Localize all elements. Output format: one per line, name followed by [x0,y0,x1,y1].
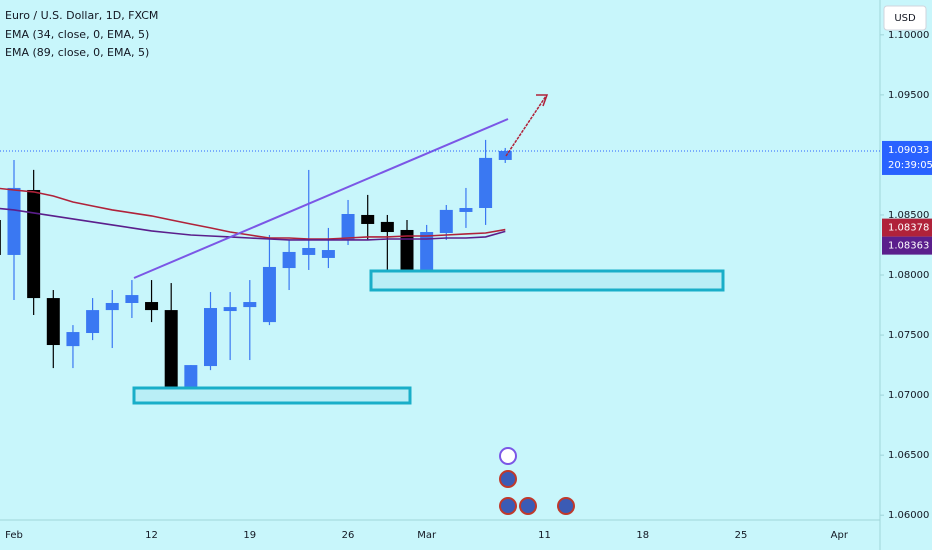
candle-body [380,221,394,233]
y-tick-label: 1.07500 [888,330,929,341]
candle-body [164,310,178,388]
ema-badge [882,218,932,237]
x-tick-label: Mar [417,530,437,541]
support-zone [369,269,725,292]
legend-entry: EMA (34, close, 0, EMA, 5) [5,28,149,41]
y-tick-label: 1.08000 [888,270,929,281]
candle-body [341,214,355,240]
ema-badge [882,236,932,255]
projection-arrow [505,95,547,157]
candle-body [145,302,159,311]
candle-body [105,302,119,311]
ema-line [0,187,506,240]
plot-area [0,139,512,398]
y-tick-label: 1.06500 [888,450,929,461]
candle-body [321,250,335,258]
legend-entry: EMA (89, close, 0, EMA, 5) [5,46,149,59]
y-tick-label: 1.09500 [888,90,929,101]
x-tick-label: Feb [5,530,23,541]
candle-body [262,266,276,323]
event-icon [499,470,517,488]
x-tick-label: 26 [342,530,355,541]
x-tick-label: 12 [145,530,158,541]
candle-body [459,208,473,212]
event-icons [499,447,575,515]
candle-body [498,150,512,160]
x-tick-label: Apr [831,530,849,541]
candle-body [86,310,100,334]
candle-body [302,247,316,255]
currency-label[interactable]: USD [894,13,916,24]
x-tick-label: 18 [636,530,649,541]
chart-title: Euro / U.S. Dollar, 1D, FXCM [5,9,158,22]
event-icon [499,447,517,465]
candle-body [243,302,257,308]
support-zone [132,386,412,405]
ema-label: 1.08378 [888,223,929,234]
y-tick-label: 1.07000 [888,390,929,401]
event-icon [499,497,517,515]
candle-body [282,251,296,269]
candle-body [439,209,453,233]
candle-body [204,308,217,367]
candle-body [184,365,198,388]
x-tick-label: 25 [735,530,748,541]
candle-body [223,307,237,312]
event-icon [557,497,575,515]
arrow-head [536,94,549,107]
event-icon [519,497,537,515]
y-tick-label: 1.06000 [888,510,929,521]
x-tick-label: 19 [243,530,256,541]
ema-line [0,207,506,241]
y-tick-label: 1.10000 [888,30,929,41]
drawings [132,94,725,405]
candle-body [420,232,434,270]
x-tick-label: 11 [538,530,551,541]
price-badge [882,140,932,175]
currency-button[interactable] [883,5,927,31]
candle-body [400,229,414,270]
candle-body [125,295,139,303]
candle-body [7,187,21,255]
candle-body [66,332,80,347]
candle-body [27,189,41,299]
countdown-label: 20:39:05 [888,160,932,171]
trend-line [133,118,509,279]
price-label: 1.09033 [888,145,929,156]
candle-body [361,214,375,224]
ema-label: 1.08363 [888,241,929,252]
candle-body [479,157,493,208]
candle-body [0,220,1,255]
candle-body [46,298,60,346]
y-tick-label: 1.08500 [888,210,929,221]
